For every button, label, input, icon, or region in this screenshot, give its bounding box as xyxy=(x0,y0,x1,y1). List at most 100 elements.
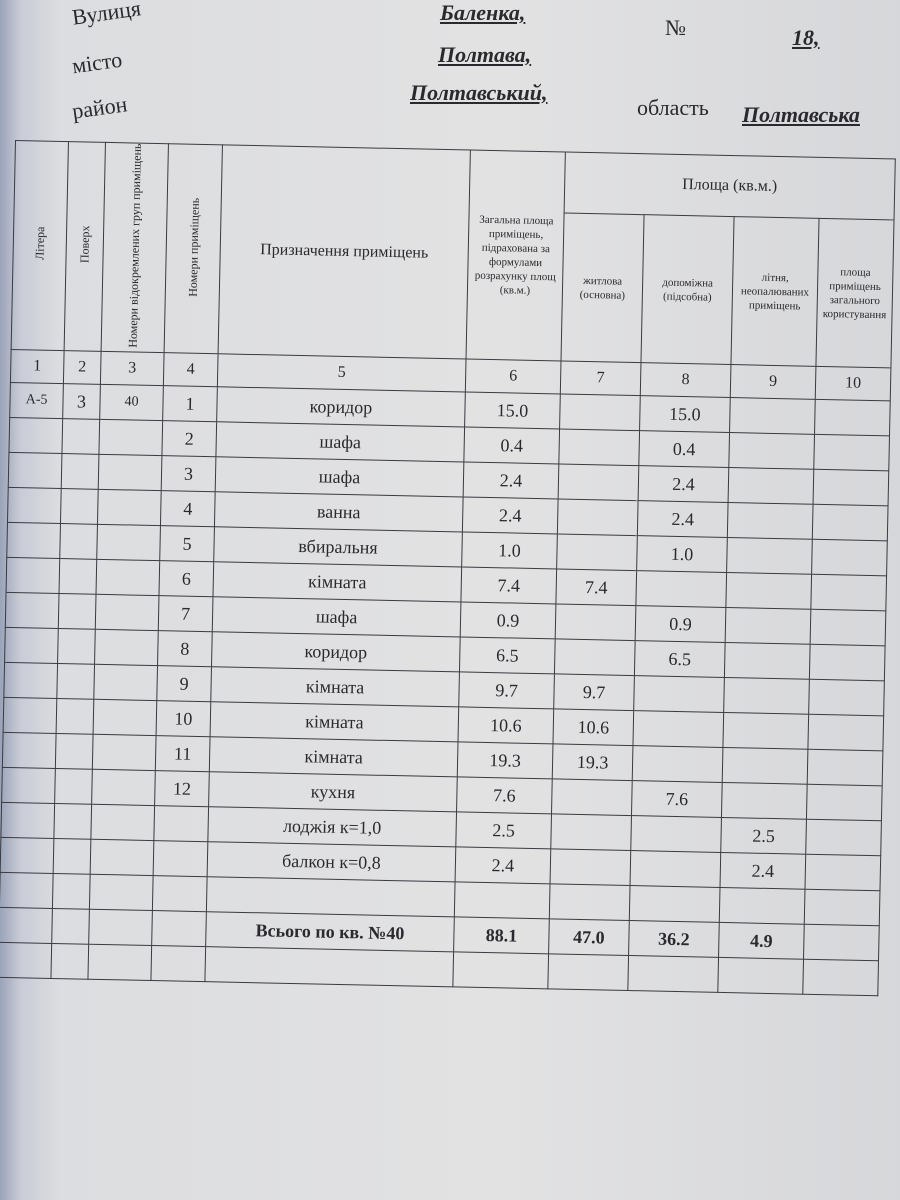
table-cell: 4 xyxy=(160,490,216,527)
table-cell xyxy=(805,819,882,857)
table-cell xyxy=(57,628,96,665)
table-cell: балкон к=0,8 xyxy=(207,841,456,883)
table-cell: 2.5 xyxy=(720,817,807,855)
table-cell xyxy=(58,593,96,630)
table-cell xyxy=(556,534,638,571)
table-cell: кімната xyxy=(209,736,458,778)
table-cell xyxy=(4,627,59,664)
table-cell: 10.6 xyxy=(457,707,554,745)
table-cell: А-5 xyxy=(9,382,64,419)
column-number: 6 xyxy=(465,359,561,395)
table-cell xyxy=(549,884,631,921)
table-cell xyxy=(551,779,633,816)
rooms-table: Літера Поверх Номери відокремлених груп … xyxy=(0,140,896,996)
table-cell: 19.3 xyxy=(552,744,633,781)
table-cell: 9 xyxy=(156,665,212,702)
table-cell: лоджія к=1,0 xyxy=(207,806,457,848)
table-cell xyxy=(53,838,91,875)
table-cell xyxy=(722,712,809,750)
table-cell xyxy=(91,769,156,806)
table-cell xyxy=(93,699,157,736)
table-cell xyxy=(88,909,153,946)
table-cell xyxy=(723,677,810,715)
column-number: 5 xyxy=(217,354,467,393)
table-cell: 6.5 xyxy=(459,637,556,675)
table-cell xyxy=(554,639,636,676)
table-cell xyxy=(558,464,639,501)
area-group-header: Площа (кв.м.) xyxy=(564,152,896,221)
table-cell xyxy=(807,714,884,752)
table-cell xyxy=(806,784,883,822)
table-cell xyxy=(51,908,90,945)
number-value: 18, xyxy=(792,25,820,50)
region-value: Полтавська xyxy=(742,102,860,127)
column-number: 4 xyxy=(163,352,219,388)
table-cell: 0.9 xyxy=(635,605,726,643)
table-cell xyxy=(153,840,208,877)
city-value: Полтава, xyxy=(438,42,532,67)
table-cell xyxy=(8,417,63,454)
table-cell xyxy=(61,453,99,490)
table-cell xyxy=(558,429,640,466)
table-cell: 1 xyxy=(162,385,218,423)
table-cell xyxy=(804,889,880,926)
table-cell xyxy=(89,874,154,911)
col-header-4: Номери приміщень xyxy=(164,143,223,355)
table-cell xyxy=(633,675,725,713)
table-cell xyxy=(632,745,723,783)
table-cell: ванна xyxy=(214,491,464,533)
table-cell xyxy=(1,767,56,804)
table-cell: 11 xyxy=(155,735,211,772)
table-cell xyxy=(802,959,879,996)
table-cell xyxy=(547,954,629,991)
table-cell xyxy=(725,572,812,610)
table-cell xyxy=(153,805,209,842)
table-cell xyxy=(811,539,888,577)
table-cell: кухня xyxy=(208,771,458,813)
table-cell: 15.0 xyxy=(464,392,561,430)
table-cell xyxy=(3,697,57,734)
table-cell xyxy=(95,594,159,631)
table-cell xyxy=(97,489,162,526)
col-header-6: Загальна площа приміщень, підрахована за… xyxy=(466,150,566,362)
table-cell: 9.7 xyxy=(553,674,635,711)
table-cell xyxy=(90,839,154,876)
table-cell xyxy=(635,570,727,608)
table-cell: кімната xyxy=(210,701,459,743)
table-cell xyxy=(632,710,724,748)
table-cell xyxy=(50,943,89,980)
table-cell: 7.4 xyxy=(555,569,637,606)
table-cell xyxy=(719,887,805,925)
table-cell xyxy=(56,698,94,735)
table-cell xyxy=(152,875,208,912)
table-cell xyxy=(727,502,814,540)
region-label: область xyxy=(637,95,709,120)
col-header-3: Номери відокремлених груп приміщень xyxy=(101,142,169,353)
table-cell xyxy=(90,804,155,841)
table-cell: коридор xyxy=(216,387,466,428)
total-label: Всього по кв. №40 xyxy=(205,911,455,953)
table-cell xyxy=(721,782,808,820)
table-cell: 6.5 xyxy=(634,640,726,678)
table-cell xyxy=(0,837,54,874)
total-c10 xyxy=(803,924,880,961)
table-cell: 0.4 xyxy=(463,427,560,465)
table-cell xyxy=(813,434,890,472)
street-label: Вулиця xyxy=(70,0,143,30)
table-cell xyxy=(804,854,881,891)
col-header-5: Призначення приміщень xyxy=(218,144,471,360)
table-cell xyxy=(94,629,159,666)
table-cell xyxy=(725,607,811,645)
table-cell: коридор xyxy=(211,631,461,673)
table-cell xyxy=(550,849,631,886)
table-cell xyxy=(5,592,60,629)
col-header-9: літня, неопалюваних приміщень xyxy=(730,216,820,367)
table-cell: 10.6 xyxy=(552,709,634,746)
column-number: 8 xyxy=(640,362,731,398)
table-cell: 2.4 xyxy=(637,500,729,538)
total-c9: 4.9 xyxy=(718,922,805,960)
table-cell xyxy=(629,885,720,923)
table-cell xyxy=(807,749,883,787)
table-cell: 6 xyxy=(158,560,214,597)
table-cell xyxy=(813,469,889,507)
